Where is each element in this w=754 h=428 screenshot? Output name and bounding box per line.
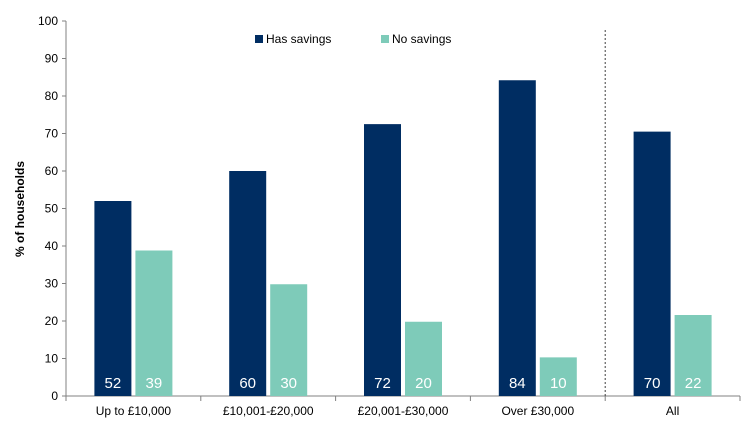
legend-swatch — [255, 35, 263, 43]
data-label: 30 — [280, 375, 297, 392]
legend-swatch — [381, 35, 389, 43]
data-label: 72 — [374, 375, 391, 392]
bar-no-savings — [135, 250, 173, 396]
bar-has-savings — [94, 201, 132, 396]
y-tick-label: 40 — [45, 239, 59, 253]
legend-label: No savings — [392, 32, 451, 46]
legend: Has savings No savings — [255, 32, 451, 46]
bar-no-savings — [674, 315, 712, 396]
y-tick-label: 20 — [45, 314, 59, 328]
data-labels: 52 39 60 30 72 20 84 10 70 22 — [105, 375, 702, 392]
data-label: 70 — [644, 375, 661, 392]
bars — [94, 80, 712, 396]
y-axis-label: % of households — [13, 161, 27, 257]
data-label: 10 — [550, 375, 567, 392]
y-tick-label: 70 — [45, 127, 59, 141]
x-tick-label: Up to £10,000 — [96, 404, 172, 418]
bar-no-savings — [539, 357, 577, 396]
data-label: 60 — [239, 375, 256, 392]
x-tick-label: £10,001-£20,000 — [223, 404, 314, 418]
x-tick-label: Over £30,000 — [501, 404, 574, 418]
legend-label: Has savings — [266, 32, 331, 46]
bar-has-savings — [229, 171, 267, 396]
data-label: 84 — [509, 375, 526, 392]
y-tick-label: 100 — [38, 14, 58, 28]
y-tick-label: 60 — [45, 164, 59, 178]
y-tick-label: 80 — [45, 89, 59, 103]
bar-has-savings — [498, 80, 536, 396]
x-tick-label: £20,001-£30,000 — [358, 404, 449, 418]
data-label: 52 — [105, 375, 122, 392]
y-tick-label: 10 — [45, 352, 59, 366]
bar-no-savings — [405, 321, 442, 396]
data-label: 39 — [146, 375, 163, 392]
bar-has-savings — [633, 131, 671, 396]
y-tick-label: 90 — [45, 52, 59, 66]
x-tick-label: All — [666, 404, 679, 418]
bar-has-savings — [364, 124, 401, 396]
y-tick-label: 50 — [45, 202, 59, 216]
y-tick-label: 30 — [45, 277, 59, 291]
y-tick-label: 0 — [51, 389, 58, 403]
data-label: 20 — [415, 375, 432, 392]
axes: 0 10 20 30 40 50 60 70 80 90 100 Up to £10,000 £10,0… — [38, 14, 741, 418]
data-label: 22 — [685, 375, 702, 392]
bar-no-savings — [270, 284, 308, 396]
